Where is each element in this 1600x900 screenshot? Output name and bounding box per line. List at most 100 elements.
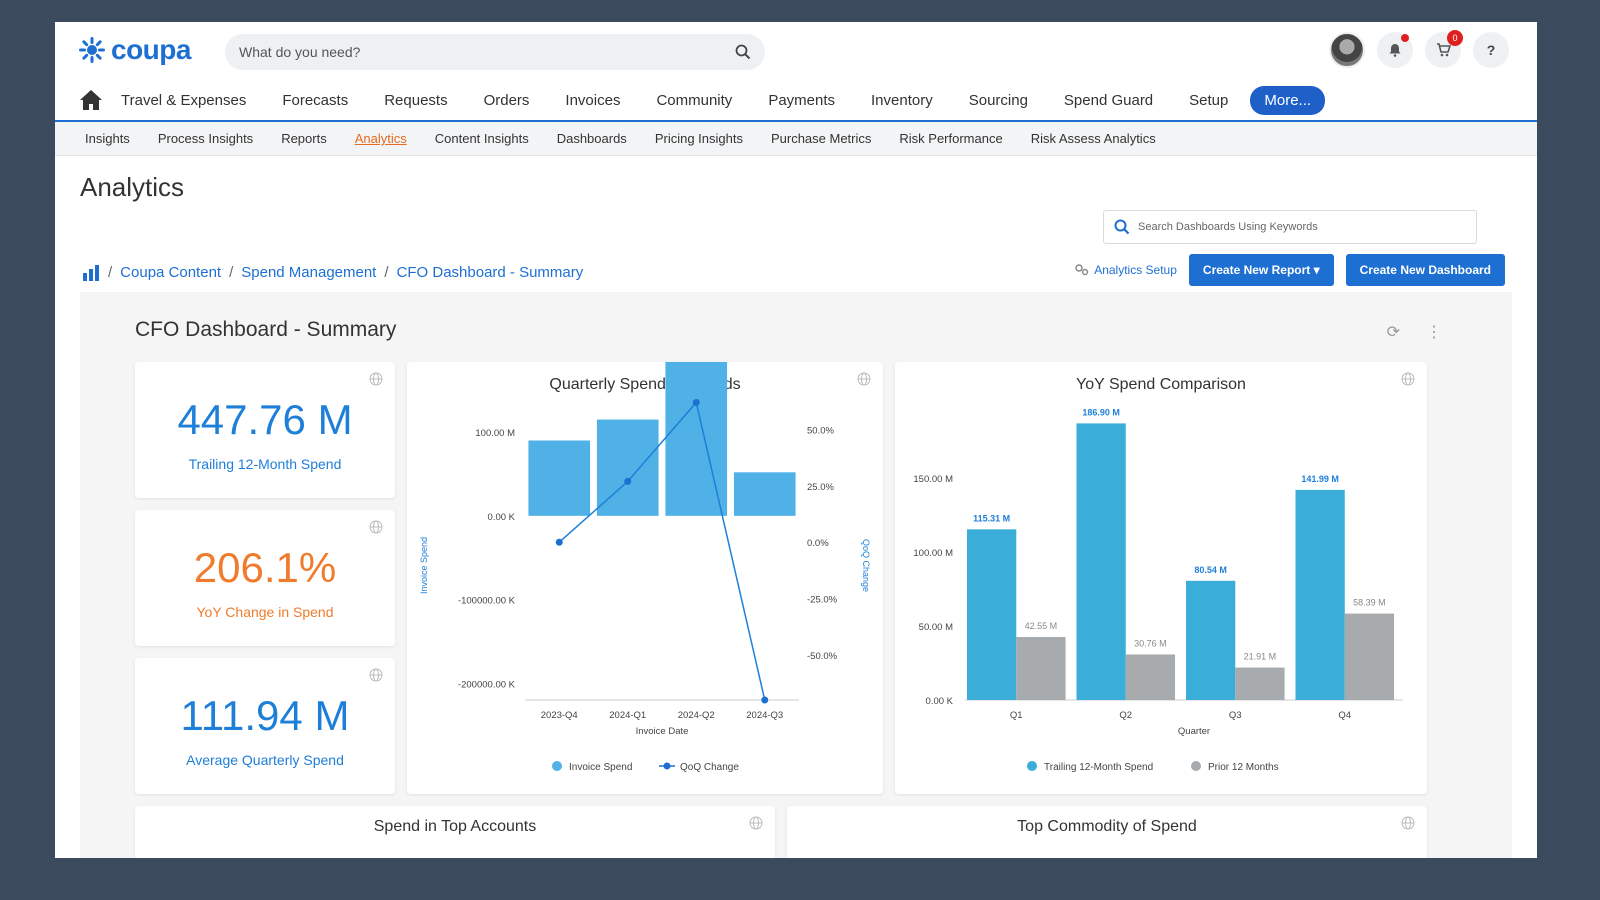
subnav-purchase-metrics[interactable]: Purchase Metrics [770,131,872,146]
kpi-label: Average Quarterly Spend [186,752,344,768]
subnav-insights[interactable]: Insights [85,131,130,146]
bar-invoice-spend [733,472,796,516]
yoy-spend-comparison-card: YoY Spend Comparison 150.00 M 100.00 M 50.… [895,362,1427,794]
kpi-label: YoY Change in Spend [196,604,334,620]
coupa-logo-icon [79,37,105,63]
globe-icon[interactable] [1401,816,1415,830]
data-label-prior: 58.39 M [1353,598,1386,608]
bar-prior-12-months [1125,654,1176,700]
kpi-value: 111.94 M [180,692,350,739]
subnav-content-insights[interactable]: Content Insights [434,131,529,146]
line-qoq-change [558,400,766,701]
create-new-dashboard-button[interactable]: Create New Dashboard [1345,254,1505,286]
point-qoq-change [555,538,563,546]
subnav-reports[interactable]: Reports [281,131,327,146]
nav-requests[interactable]: Requests [384,91,448,109]
create-new-report-button[interactable]: Create New Report ▾ [1188,254,1334,286]
y-tick-label: 100.00 M [475,428,515,439]
data-label-trailing: 80.54 M [1194,565,1227,575]
y-tick-label: 0.00 K [488,512,516,523]
x-tick-label: 2024-Q2 [678,710,715,721]
bar-prior-12-months [1016,637,1066,700]
dashboard-keyword-search[interactable] [1103,210,1477,244]
subnav-risk-assess-analytics[interactable]: Risk Assess Analytics [1030,131,1156,146]
y2-tick-label: 25.0% [807,482,834,493]
global-search[interactable] [225,34,765,70]
globe-icon[interactable] [857,372,871,386]
legend-label: Trailing 12-Month Spend [1044,762,1153,773]
globe-icon[interactable] [1401,372,1415,386]
breadcrumb-cfo-dashboard[interactable]: CFO Dashboard - Summary [396,264,584,281]
nav-community[interactable]: Community [656,91,733,109]
header-icons: 0 ? [1329,30,1509,68]
bar-trailing-12-month-spend [1295,489,1345,700]
bar-prior-12-months [1344,613,1395,700]
nav-travel-expenses[interactable]: Travel & Expenses [121,91,247,109]
breadcrumb-separator: / [384,264,389,281]
breadcrumb-separator: / [229,264,234,281]
kpi-value: 447.76 M [177,396,353,443]
dashboard-keyword-input[interactable] [1138,221,1476,233]
globe-icon[interactable] [749,816,763,830]
bar-chart-icon[interactable] [82,264,100,281]
nav-forecasts[interactable]: Forecasts [282,91,349,109]
spend-in-top-accounts-card: Spend in Top Accounts [135,806,775,858]
yoy-spend-comparison-chart: 150.00 M 100.00 M 50.00 M 0.00 K 115.31 M 42.… [913,407,1403,773]
x-tick-label: Q4 [1338,710,1351,721]
nav-inventory[interactable]: Inventory [871,91,933,109]
globe-icon[interactable] [369,520,383,534]
home-icon[interactable] [79,89,103,111]
globe-icon[interactable] [369,668,383,682]
refresh-icon[interactable]: ⟳ [1386,324,1400,341]
kpi-value: 206.1% [193,544,337,591]
help-button[interactable]: ? [1473,32,1509,68]
subnav-process-insights[interactable]: Process Insights [157,131,254,146]
search-icon[interactable] [735,44,751,60]
subnav-risk-performance[interactable]: Risk Performance [899,131,1003,146]
data-label-prior: 21.91 M [1244,652,1277,662]
analytics-setup-link[interactable]: Analytics Setup [1074,263,1177,277]
more-options-icon[interactable]: ⋮ [1426,324,1442,341]
nav-invoices[interactable]: Invoices [565,91,621,109]
y-tick-label: -200000.00 K [458,679,516,690]
notifications-button[interactable] [1377,32,1413,68]
legend-marker-prior [1191,761,1201,771]
bar-trailing-12-month-spend [967,529,1017,700]
coupa-logo[interactable]: coupa [77,34,191,66]
breadcrumb-coupa-content[interactable]: Coupa Content [120,264,222,281]
chart-title: Spend in Top Accounts [373,818,537,835]
nav-sourcing[interactable]: Sourcing [968,91,1028,109]
legend-marker-invoice-spend [552,761,562,771]
global-search-input[interactable] [239,44,735,60]
cart-button[interactable]: 0 [1425,30,1463,68]
search-icon [1114,219,1130,235]
legend-marker-trailing [1027,761,1037,771]
subnav-dashboards[interactable]: Dashboards [556,131,627,146]
globe-icon[interactable] [369,372,383,386]
chart-title: YoY Spend Comparison [1076,376,1246,393]
dashboard-area: CFO Dashboard - Summary ⟳ ⋮ 447.76 M Tra… [80,292,1512,858]
x-tick-label: 2023-Q4 [541,710,578,721]
more-button[interactable]: More... [1250,85,1326,115]
nav-setup[interactable]: Setup [1189,91,1229,109]
nav-payments[interactable]: Payments [768,91,836,109]
data-label-trailing: 186.90 M [1082,407,1120,417]
notification-dot [1401,34,1409,42]
bar-prior-12-months [1235,667,1285,700]
page-title: Analytics [80,172,185,202]
breadcrumb-separator: / [108,264,113,281]
nav-spend-guard[interactable]: Spend Guard [1063,91,1154,109]
x-axis-label: Invoice Date [636,726,689,737]
nav-orders[interactable]: Orders [483,91,530,109]
subnav-analytics[interactable]: Analytics [354,131,407,146]
subnav-pricing-insights[interactable]: Pricing Insights [654,131,743,146]
data-label-trailing: 115.31 M [973,513,1010,523]
y2-tick-label: 50.0% [807,426,834,437]
y-tick-label: -100000.00 K [458,596,516,607]
y-tick-label: 50.00 M [919,622,953,633]
user-avatar[interactable] [1329,32,1365,68]
x-tick-label: Q1 [1010,710,1023,721]
breadcrumb-spend-management[interactable]: Spend Management [241,264,377,281]
y-tick-label: 100.00 M [913,548,953,559]
chart-title: Top Commodity of Spend [1017,818,1197,835]
